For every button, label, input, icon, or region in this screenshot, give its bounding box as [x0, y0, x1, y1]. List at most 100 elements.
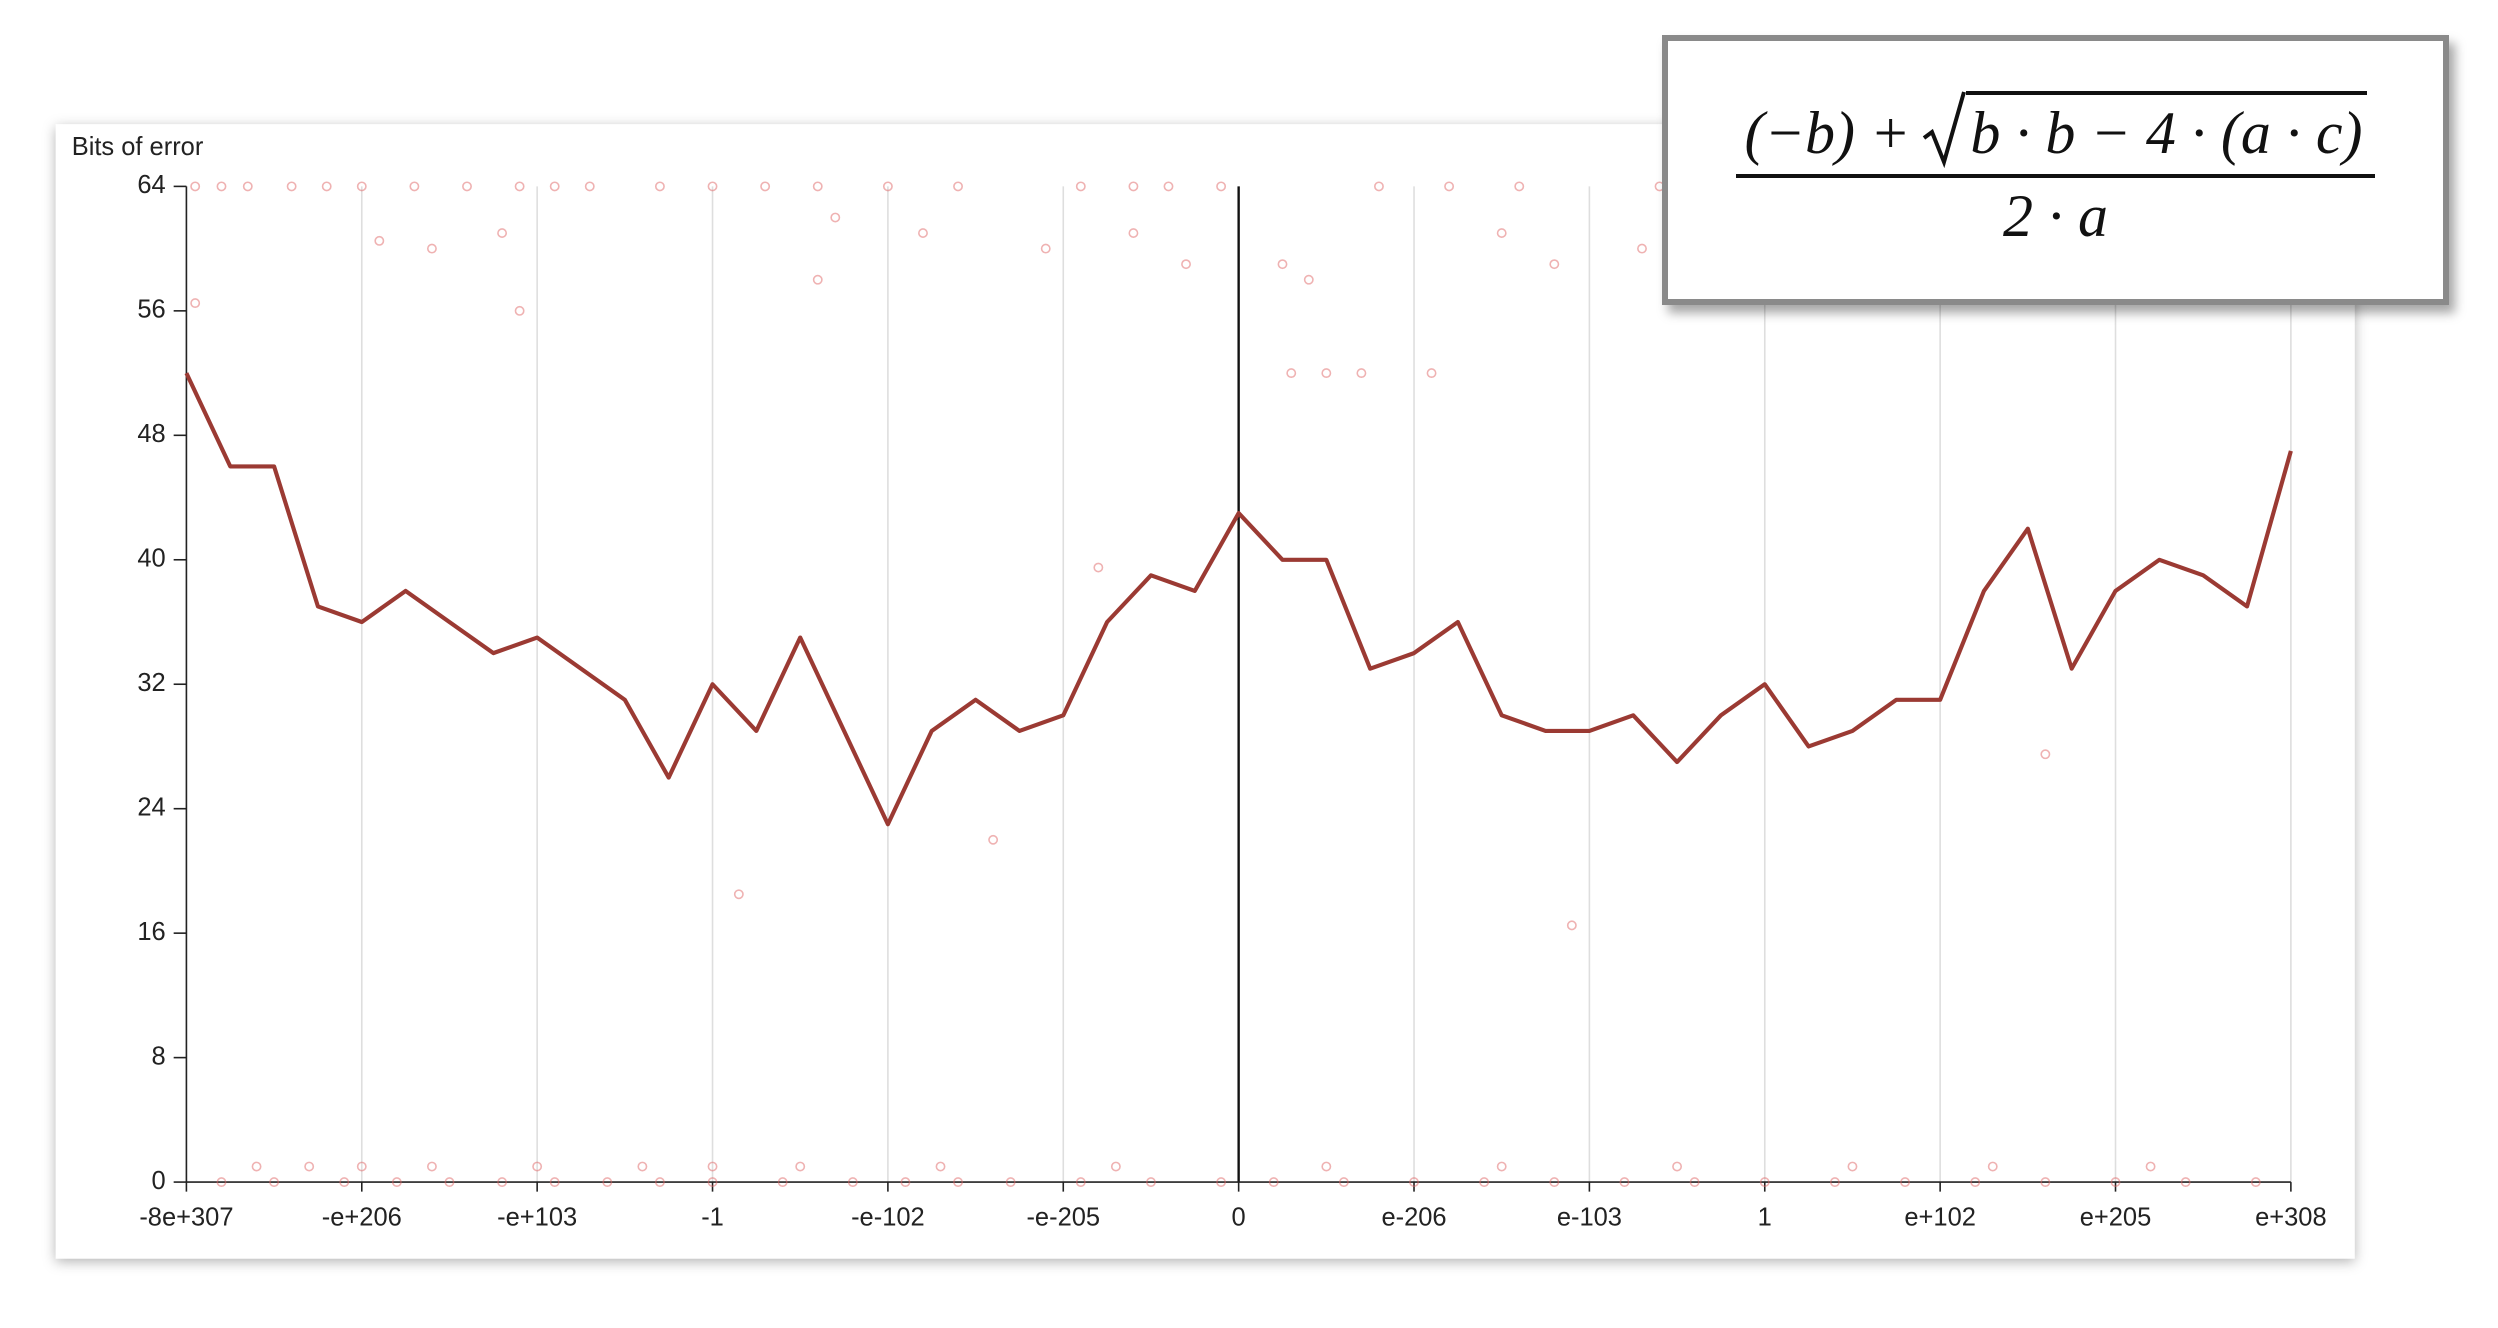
- y-tick-label: 0: [152, 1167, 166, 1195]
- scatter-point: [1479, 1177, 1490, 1188]
- x-tick-label: -e-205: [1026, 1203, 1100, 1231]
- x-tick-label: e-103: [1557, 1203, 1622, 1231]
- scatter-point: [1075, 1177, 1086, 1188]
- y-tick-label: 16: [137, 918, 165, 946]
- scatter-point: [1181, 259, 1191, 270]
- numerator-left: (−b) +: [1744, 99, 1911, 166]
- scatter-point: [777, 1177, 788, 1188]
- scatter-point: [339, 1177, 350, 1188]
- scatter-point: [1216, 1177, 1227, 1188]
- scatter-point: [426, 243, 437, 254]
- y-tick-label: 64: [137, 171, 165, 199]
- scatter-point: [1496, 1161, 1507, 1172]
- x-tick-label: e-206: [1381, 1203, 1446, 1231]
- scatter-point: [1496, 228, 1507, 239]
- scatter-point: [2040, 1177, 2051, 1188]
- scatter-point: [707, 1177, 718, 1188]
- scatter-point: [1128, 181, 1139, 192]
- scatter-point: [882, 181, 893, 192]
- scatter-point: [514, 305, 525, 316]
- scatter-point: [707, 181, 718, 192]
- scatter-point: [1672, 1161, 1683, 1172]
- scatter-point: [1321, 1161, 1332, 1172]
- x-tick-label: e+102: [1904, 1203, 1976, 1231]
- scatter-point: [532, 1161, 543, 1172]
- y-tick-label: 32: [137, 669, 165, 697]
- scatter-point: [1514, 181, 1525, 192]
- x-tick-label: -e-102: [851, 1203, 925, 1231]
- scatter-point: [1549, 259, 1560, 270]
- scatter-point: [707, 1161, 718, 1172]
- y-tick-label: 40: [137, 545, 165, 573]
- x-tick-label: -1: [701, 1203, 724, 1231]
- x-tick-label: 1: [1758, 1203, 1772, 1231]
- scatter-point: [1987, 1161, 1998, 1172]
- numerator: (−b) + b · b − 4 · (a · c): [1736, 90, 2375, 178]
- scatter-point: [216, 1177, 227, 1188]
- scatter-point: [1549, 1177, 1560, 1188]
- scatter-point: [760, 181, 771, 192]
- scatter-point: [1338, 1177, 1349, 1188]
- scatter-point: [269, 1177, 280, 1188]
- scatter-point: [953, 181, 963, 192]
- fraction: (−b) + b · b − 4 · (a · c) 2 · a: [1736, 90, 2375, 251]
- scatter-point: [900, 1177, 911, 1188]
- x-tick-label: e+308: [2255, 1203, 2327, 1231]
- denominator: 2 · a: [2003, 182, 2108, 249]
- scatter-point: [654, 1177, 665, 1188]
- scatter-point: [2110, 1177, 2121, 1188]
- scatter-point: [286, 181, 297, 192]
- scatter-point: [321, 181, 332, 192]
- scatter-point: [812, 181, 823, 192]
- scatter-point: [2250, 1177, 2261, 1188]
- y-axis-label: Bits of error: [72, 133, 204, 161]
- scatter-point: [514, 181, 525, 192]
- y-tick-label: 8: [152, 1042, 166, 1070]
- formula-box: (−b) + b · b − 4 · (a · c) 2 · a: [1662, 35, 2449, 305]
- scatter-point: [374, 235, 385, 246]
- scatter-point: [1689, 1177, 1700, 1188]
- scatter-point: [409, 181, 420, 192]
- scatter-point: [1970, 1177, 1981, 1188]
- scatter-point: [935, 1161, 946, 1172]
- y-tick-label: 24: [137, 793, 165, 821]
- error-line: [184, 372, 2293, 827]
- scatter-point: [1110, 1161, 1121, 1172]
- scatter-point: [549, 181, 560, 192]
- scatter-point: [304, 1161, 315, 1172]
- scatter-point: [497, 1177, 508, 1188]
- scatter-point: [795, 1161, 806, 1172]
- scatter-point: [1093, 562, 1104, 573]
- scatter-point: [216, 181, 227, 192]
- scatter-point: [654, 181, 665, 192]
- scatter-point: [1321, 368, 1332, 379]
- chart-panel: [55, 124, 2355, 1259]
- scatter-point: [391, 1177, 402, 1188]
- scatter-point: [1040, 243, 1051, 254]
- scatter-point: [812, 274, 823, 285]
- scatter-point: [1216, 181, 1227, 192]
- scatter-point: [1374, 181, 1384, 192]
- scatter-point: [190, 181, 201, 192]
- scatter-point: [1356, 368, 1367, 379]
- scatter-point: [602, 1177, 613, 1188]
- x-tick-label: e+205: [2080, 1203, 2152, 1231]
- scatter-point: [1128, 228, 1139, 239]
- x-tick-label: -8e+307: [139, 1203, 233, 1231]
- scatter-point: [953, 1177, 963, 1188]
- y-tick-label: 48: [137, 420, 165, 448]
- scatter-point: [1847, 1161, 1858, 1172]
- scatter-point: [2040, 749, 2051, 760]
- scatter-point: [847, 1177, 858, 1188]
- scatter-point: [2180, 1177, 2191, 1188]
- x-tick-label: 0: [1232, 1203, 1246, 1231]
- scatter-point: [733, 889, 744, 900]
- scatter-point: [988, 834, 999, 845]
- x-tick-label: -e+103: [497, 1203, 577, 1231]
- sqrt-sign: [1923, 90, 1967, 168]
- scatter-point: [1619, 1177, 1630, 1188]
- scatter-point: [242, 181, 253, 192]
- scatter-point: [1163, 181, 1174, 192]
- scatter-point: [1303, 274, 1314, 285]
